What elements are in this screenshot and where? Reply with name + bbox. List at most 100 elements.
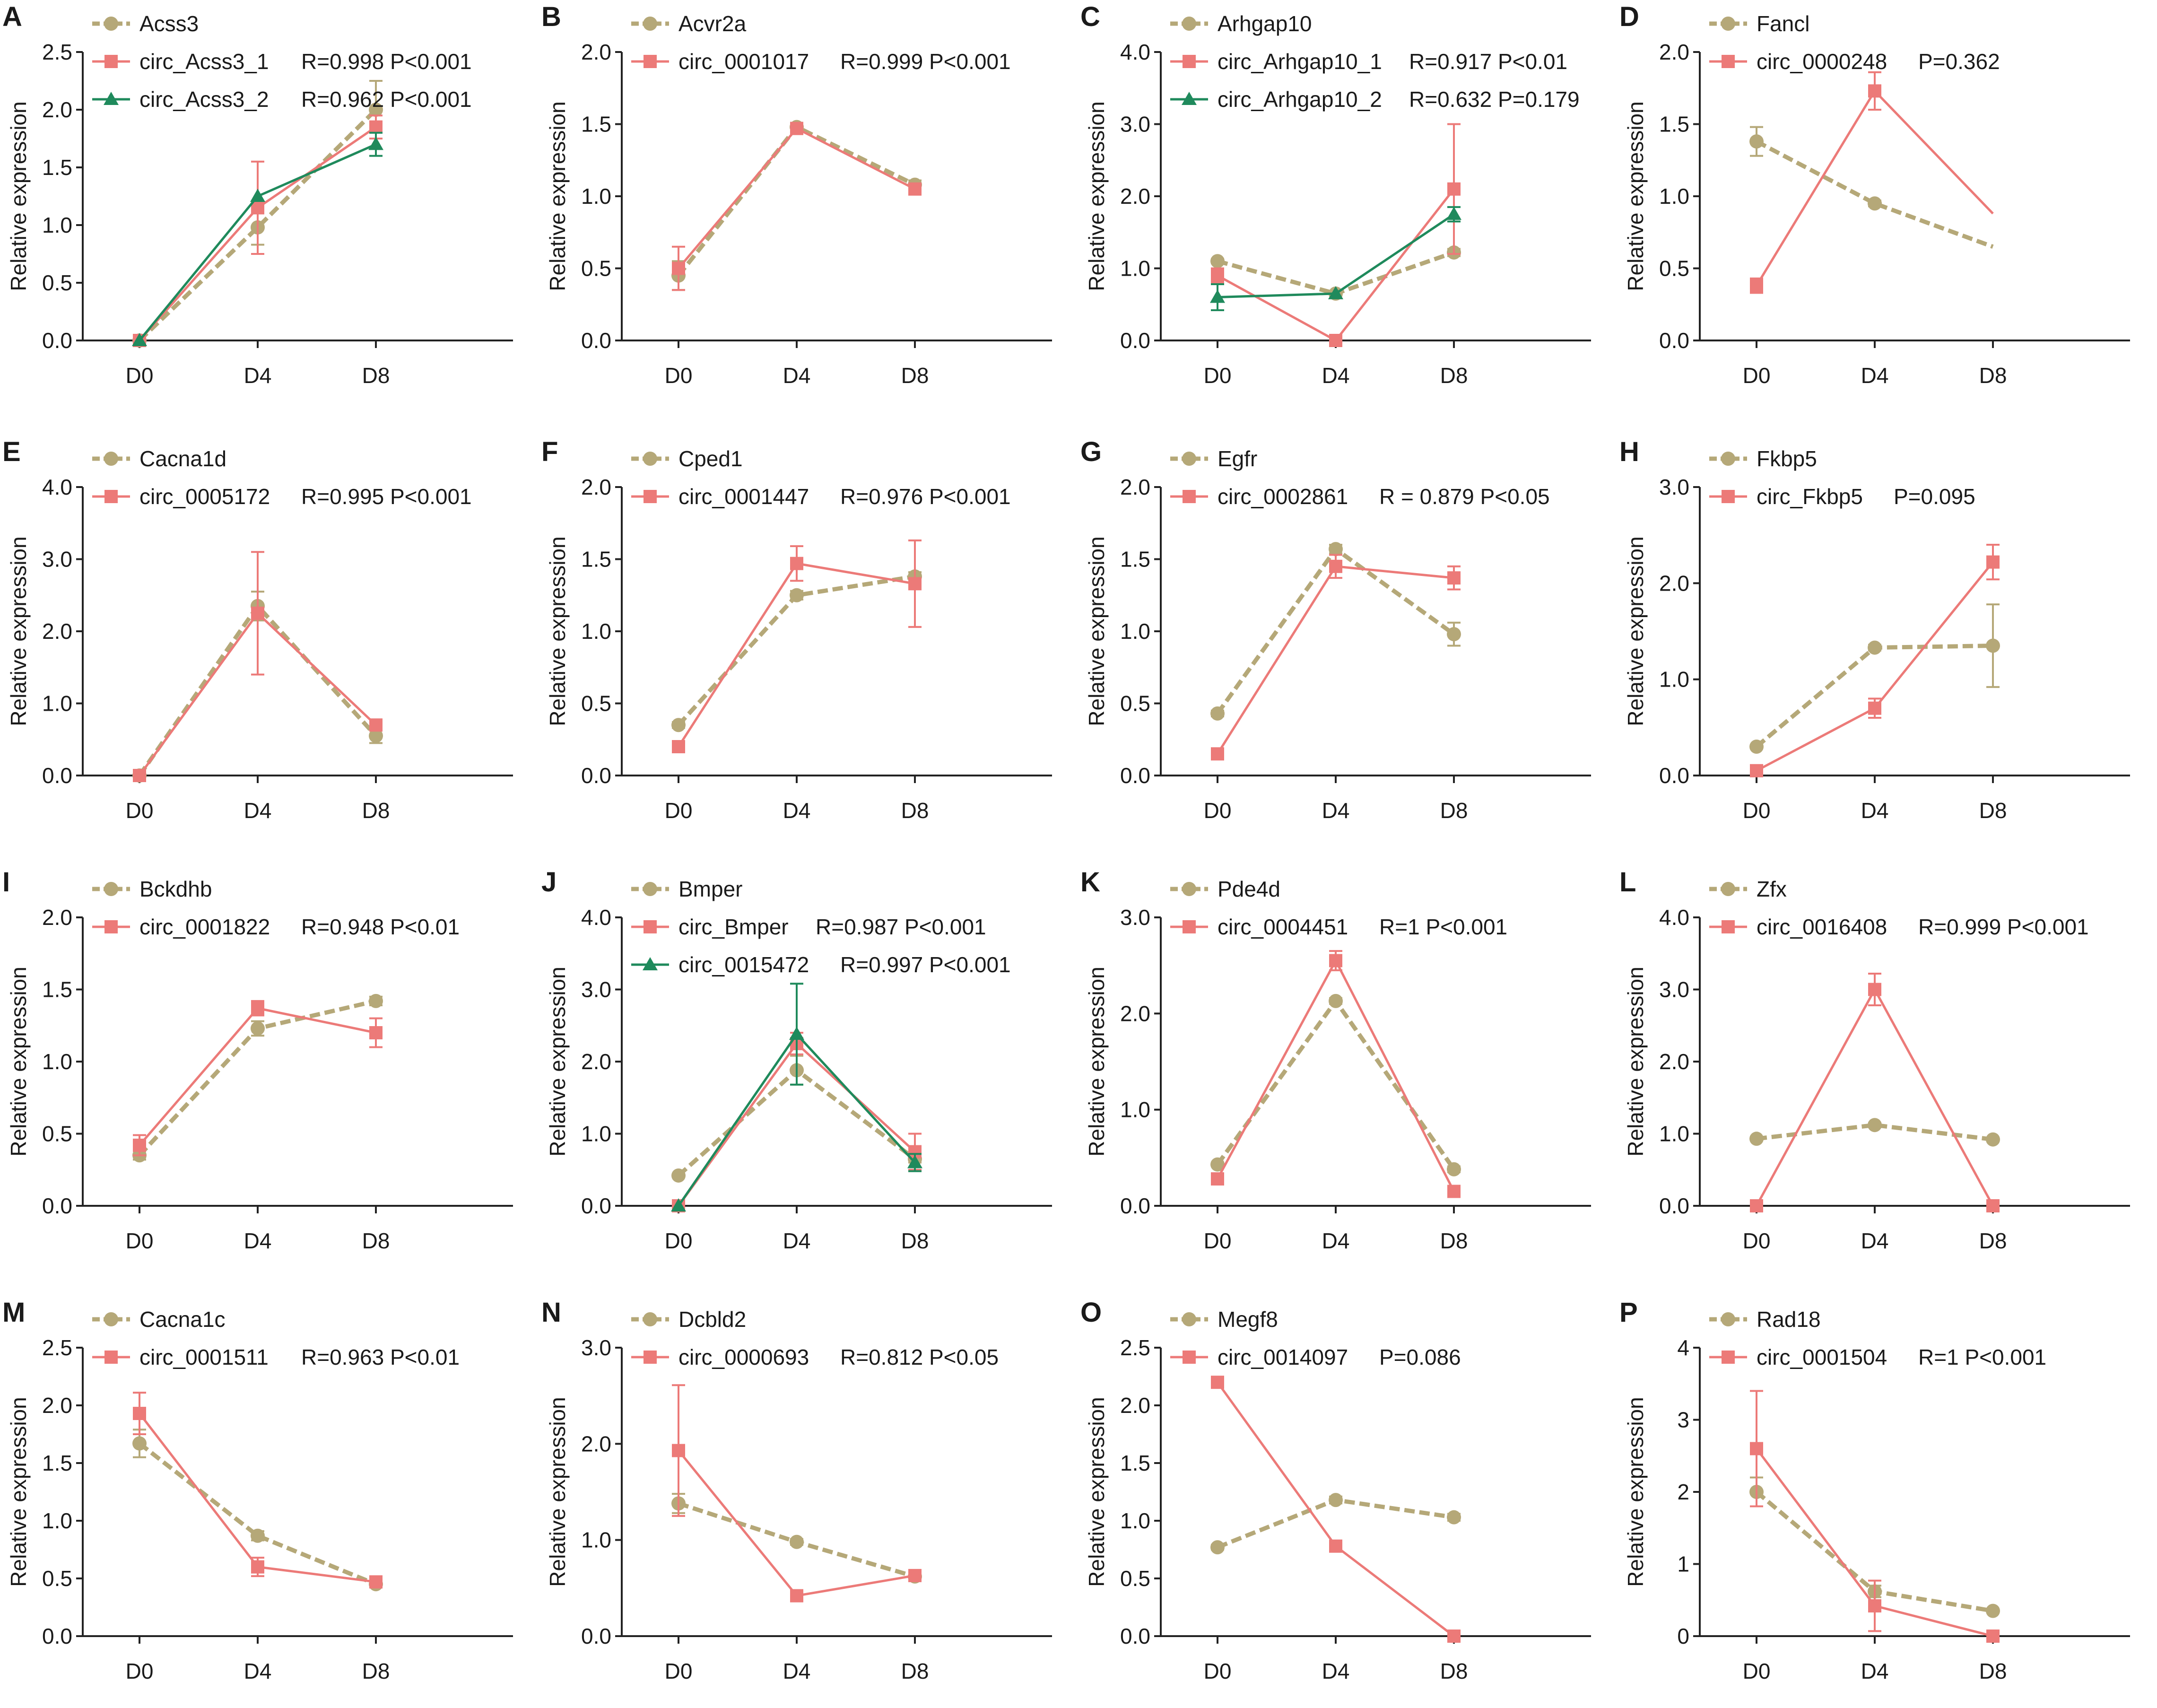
data-point: [1868, 196, 1882, 211]
x-tick-label: D0: [1204, 363, 1232, 388]
data-point: [908, 1569, 922, 1582]
x-tick-label: D8: [1979, 1229, 2007, 1253]
legend-label: Pde4d: [1218, 877, 1280, 901]
stat-label: R=0.976 P<0.001: [840, 484, 1011, 509]
x-tick-label: D4: [1861, 798, 1889, 823]
legend-label: Zfx: [1757, 877, 1787, 901]
data-point: [1329, 542, 1343, 557]
stat-label: R=0.632 P=0.179: [1409, 87, 1580, 112]
series-circ_Acss3_2: [132, 131, 383, 346]
data-point: [1868, 640, 1882, 655]
legend-marker: [1721, 882, 1735, 896]
x-tick-label: D4: [1322, 363, 1350, 388]
data-point: [908, 577, 922, 591]
stat-label: P=0.086: [1379, 1345, 1461, 1369]
y-tick-label: 2.0: [581, 1431, 611, 1456]
y-tick-label: 1.0: [42, 213, 72, 237]
legend-entry: circ_0001822: [92, 915, 270, 939]
panel-M: M 0.0 0.5 1.0 1.5 2.0 2.5 D0 D4 D8 Relative expres…: [2, 1297, 513, 1683]
panel-A: A 0.0 0.5 1.0 1.5 2.0 2.5 D0 D4 D8 Relative expres…: [2, 1, 513, 388]
y-tick-label: 0.0: [1659, 1194, 1689, 1218]
data-point: [369, 718, 383, 732]
panel-letter: C: [1080, 1, 1100, 32]
y-tick-label: 1.0: [42, 691, 72, 716]
data-point: [1447, 182, 1461, 196]
panel-letter: L: [1619, 867, 1636, 898]
y-tick-label: 0: [1677, 1624, 1689, 1648]
legend-marker: [104, 1351, 118, 1364]
data-point: [1211, 269, 1224, 282]
data-point: [1986, 1132, 2000, 1147]
legend-entry: Bckdhb: [92, 877, 212, 901]
y-tick-label: 1.0: [1120, 1098, 1150, 1122]
y-tick-label: 0.0: [1659, 328, 1689, 353]
legend-marker: [1721, 452, 1735, 466]
legend-marker: [104, 1312, 118, 1326]
data-point: [369, 103, 383, 117]
x-tick-label: D8: [901, 798, 929, 823]
data-point: [1750, 764, 1763, 777]
data-point: [369, 993, 383, 1008]
legend-entry: Cped1: [631, 446, 743, 471]
x-tick-label: D0: [126, 1229, 154, 1253]
legend-marker: [104, 17, 118, 31]
panel-letter: N: [541, 1297, 561, 1328]
series-line: [677, 124, 916, 277]
data-point: [671, 1168, 686, 1183]
series-Acvr2a: [671, 120, 922, 291]
data-point: [908, 182, 922, 196]
legend-label: circ_0002861: [1218, 484, 1348, 509]
data-point: [1210, 1157, 1225, 1172]
legend-entry: circ_0000248: [1709, 49, 1887, 74]
legend-entry: circ_0001447: [631, 484, 809, 509]
legend-label: Acvr2a: [678, 11, 747, 36]
y-tick-label: 4.0: [1120, 40, 1150, 64]
y-tick-label: 2.0: [1120, 1393, 1150, 1418]
y-tick-label: 3.0: [581, 977, 611, 1002]
series-line: [139, 1412, 376, 1583]
y-tick-label: 2.0: [42, 905, 72, 930]
y-tick-label: 4.0: [581, 905, 611, 930]
data-point: [1750, 1442, 1763, 1455]
y-tick-label: 2.0: [581, 475, 611, 499]
x-tick-label: D0: [1743, 1659, 1771, 1683]
series-line: [1216, 997, 1456, 1171]
data-point: [369, 1575, 383, 1589]
series-Dcbld2: [671, 1493, 922, 1584]
y-tick-label: 0.0: [581, 763, 611, 788]
data-point: [132, 1436, 147, 1451]
x-tick-label: D4: [1322, 1659, 1350, 1683]
data-point: [1446, 207, 1461, 220]
legend-entry: Zfx: [1709, 877, 1787, 901]
y-tick-label: 0.0: [42, 763, 72, 788]
legend-label: Cped1: [678, 446, 743, 471]
series-circ_0005172: [133, 551, 383, 782]
y-tick-label: 0.5: [1120, 1566, 1150, 1591]
y-tick-label: 0.5: [42, 1122, 72, 1146]
y-tick-label: 3.0: [42, 547, 72, 572]
data-point: [1211, 1172, 1224, 1186]
legend-entry: circ_0000693: [631, 1345, 809, 1369]
series-line: [1755, 139, 1994, 249]
y-tick-label: 0.5: [581, 256, 611, 281]
x-tick-label: D0: [1743, 363, 1771, 388]
y-tick-label: 2.5: [1120, 1335, 1150, 1360]
y-tick-label: 3.0: [1120, 112, 1150, 137]
y-tick-label: 0.5: [581, 691, 611, 716]
data-point: [1329, 1539, 1342, 1553]
y-tick-label: 1.0: [581, 619, 611, 644]
x-tick-label: D0: [126, 363, 154, 388]
x-tick-label: D4: [244, 1659, 272, 1683]
x-tick-label: D0: [1204, 1659, 1232, 1683]
panel-L: L 0.0 1.0 2.0 3.0 4.0 D0 D4 D8 Relative expressio…: [1619, 867, 2130, 1253]
y-axis-title: Relative expression: [1084, 1397, 1109, 1586]
y-tick-label: 2.5: [42, 1335, 72, 1360]
legend-label: Egfr: [1218, 446, 1257, 471]
series-circ_Fkbp5: [1750, 544, 2000, 777]
panel-N: N 0.0 1.0 2.0 3.0 D0 D4 D8 Relative expression Dc…: [541, 1297, 1052, 1683]
panel-letter: M: [2, 1297, 25, 1328]
y-axis-title: Relative expression: [1084, 536, 1109, 726]
series-circ_0000693: [672, 1384, 922, 1603]
y-tick-label: 4.0: [1659, 905, 1689, 930]
legend-label: circ_0001822: [139, 915, 270, 939]
